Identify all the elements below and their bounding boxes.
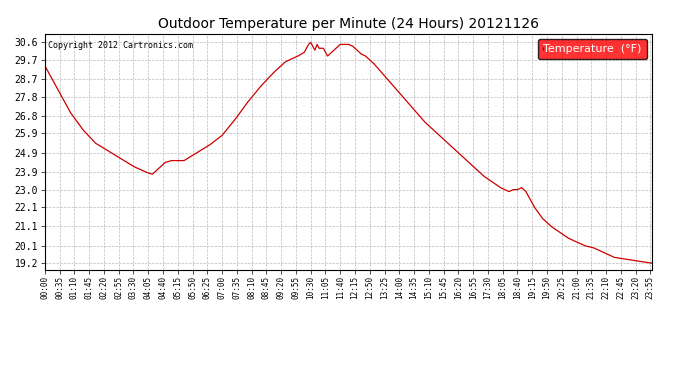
Title: Outdoor Temperature per Minute (24 Hours) 20121126: Outdoor Temperature per Minute (24 Hours… bbox=[158, 17, 539, 31]
Legend: Temperature  (°F): Temperature (°F) bbox=[538, 39, 647, 59]
Text: Copyright 2012 Cartronics.com: Copyright 2012 Cartronics.com bbox=[48, 41, 193, 50]
